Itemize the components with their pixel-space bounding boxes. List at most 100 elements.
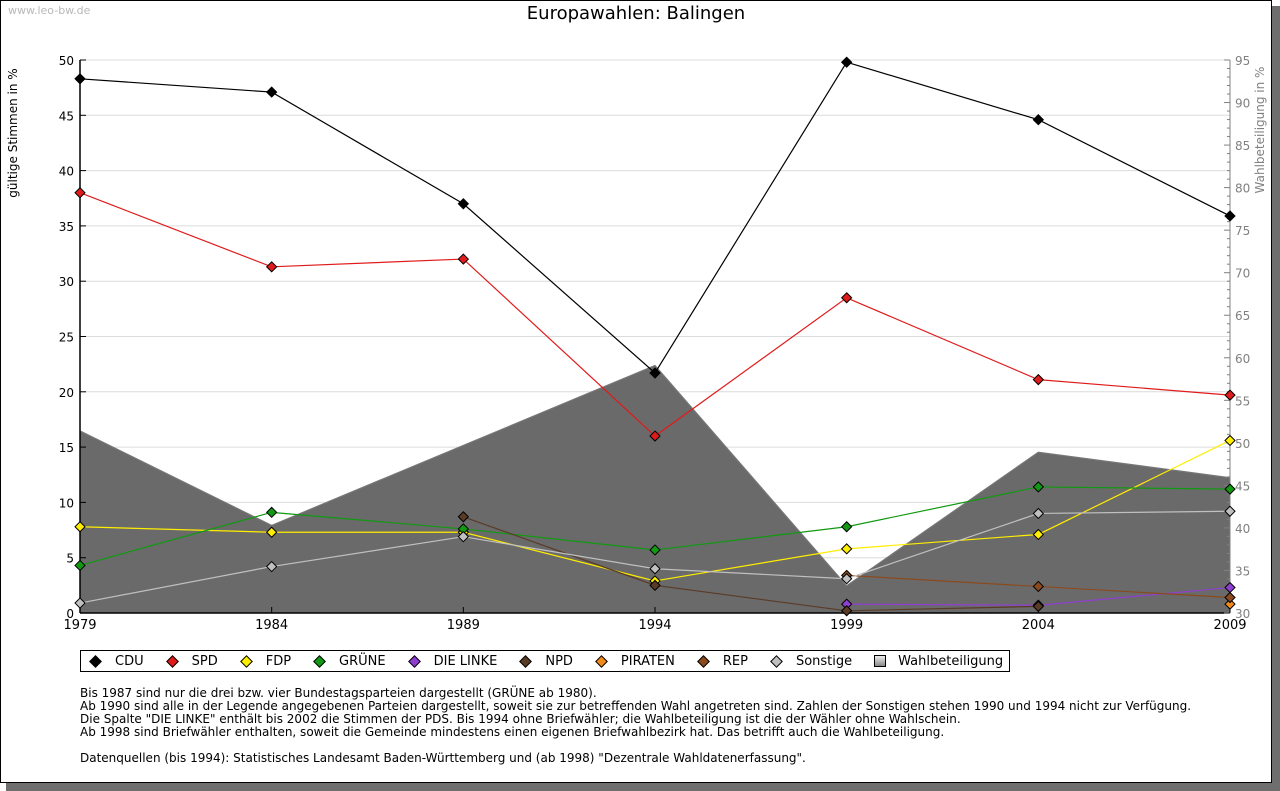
data-point-fdp (1032, 528, 1045, 541)
y-tick-label: 50 (59, 54, 74, 68)
legend-label: SPD (191, 653, 218, 669)
data-point-spd (1032, 373, 1045, 386)
legend-item: DIE LINKE (407, 653, 498, 669)
data-point-cdu (649, 367, 661, 379)
legend-label: CDU (115, 653, 144, 669)
data-point-cdu (74, 73, 86, 85)
data-point-fdp (74, 521, 86, 533)
data-point-grüne (649, 544, 661, 556)
data-point-fdp (840, 543, 853, 555)
data-point-spd (74, 187, 86, 199)
data-point-npd (1032, 600, 1045, 613)
data-point-spd (649, 430, 661, 442)
y-tick-label: 45 (59, 109, 74, 123)
y2-tick-label: 55 (1235, 394, 1250, 408)
legend-diamond-icon (519, 654, 533, 668)
data-point-cdu (1224, 210, 1236, 222)
data-point-sonstige (1224, 505, 1236, 517)
data-point-fdp (1224, 434, 1236, 447)
axes: 0 5 10 15 20 25 30 35 40 45 50 30 35 40 45 50 55 60 65 70 75… (59, 54, 1251, 633)
data-point-sonstige (74, 597, 86, 609)
data-point-cdu (1032, 114, 1045, 126)
y2-tick-label: 95 (1235, 54, 1250, 68)
y-tick-label: 40 (59, 165, 74, 179)
legend-diamond-icon (165, 654, 179, 668)
legend-label: DIE LINKE (433, 653, 498, 669)
legend-item: NPD (519, 654, 573, 669)
x-tick-label: 1979 (63, 618, 96, 633)
data-point-spd (840, 292, 853, 304)
data-point-fdp (265, 526, 278, 538)
legend-diamond-icon (407, 654, 421, 668)
legend-label: Sonstige (795, 653, 853, 669)
data-point-grüne (265, 506, 278, 519)
legend-item: SPD (165, 653, 218, 669)
x-tick-label: 2004 (1022, 618, 1055, 633)
legend-label: REP (722, 653, 748, 669)
turnout-outline (79, 364, 1231, 587)
data-point-npd (457, 511, 470, 523)
data-point-spd (1224, 389, 1236, 401)
legend-label: NPD (545, 653, 573, 669)
y2-tick-label: 65 (1235, 309, 1250, 323)
data-point-sonstige (265, 560, 278, 573)
legend: CDU SPD FDP GRÜNE DIE LINKE NPD PIRATEN REP Sons… (80, 650, 1011, 672)
data-point-npd (649, 579, 661, 592)
frame-shadow-right (1272, 6, 1280, 791)
data-point-grüne (1224, 483, 1236, 495)
legend-square-icon (874, 655, 887, 667)
data-point-cdu (265, 86, 278, 98)
legend-item: FDP (239, 653, 292, 669)
y2-tick-label: 40 (1235, 522, 1250, 536)
legend-label: FDP (265, 653, 292, 669)
y2-axis-label: Wahlbeteiligung in % (1253, 67, 1267, 194)
legend-item: REP (697, 654, 748, 669)
legend-label: PIRATEN (620, 653, 675, 669)
x-tick-label: 1999 (830, 618, 863, 633)
series-line-npd (463, 516, 1039, 612)
y-tick-label: 5 (66, 552, 74, 566)
data-point-spd (265, 261, 278, 273)
legend-diamond-icon (313, 654, 326, 668)
y2-tick-label: 35 (1235, 564, 1250, 578)
legend-item: GRÜNE (313, 654, 386, 669)
data-point-cdu (457, 198, 470, 210)
y-axis-label: gültige Stimmen in % (6, 68, 20, 197)
y-tick-label: 35 (59, 220, 74, 234)
watermark: www.leo-bw.de (8, 4, 91, 17)
footnote: Ab 1998 sind Briefwähler enthalten, sowe… (80, 725, 945, 739)
data-point-npd (840, 605, 853, 617)
data-point-spd (457, 253, 470, 265)
legend-item: CDU (89, 654, 144, 669)
y-tick-label: 0 (66, 607, 74, 621)
x-tick-label: 1989 (447, 618, 480, 633)
legend-label: GRÜNE (339, 653, 386, 669)
y-tick-label: 15 (59, 441, 74, 455)
data-point-cdu (840, 56, 853, 68)
data-point-piraten (1224, 598, 1236, 610)
y2-tick-label: 30 (1235, 607, 1250, 621)
y2-tick-label: 70 (1235, 267, 1250, 281)
y2-tick-label: 90 (1235, 97, 1250, 111)
data-point-sonstige (840, 573, 853, 585)
data-point-sonstige (457, 530, 470, 543)
x-tick-label: 1984 (255, 618, 288, 633)
legend-diamond-icon (595, 654, 608, 668)
series-line-cdu (79, 61, 1231, 374)
y2-tick-label: 60 (1235, 352, 1250, 366)
data-point-sonstige (649, 563, 661, 575)
data-point-grüne (840, 521, 853, 533)
legend-diamond-icon (239, 654, 253, 668)
legend-label: Wahlbeteiligung (898, 653, 1004, 669)
legend-diamond-icon (770, 654, 783, 668)
y2-tick-label: 45 (1235, 479, 1250, 493)
chart-title: Europawahlen: Balingen (526, 3, 746, 24)
y2-tick-label: 50 (1235, 437, 1250, 451)
y2-tick-label: 80 (1235, 182, 1250, 196)
data-point-rep (1032, 580, 1045, 593)
x-tick-label: 2009 (1213, 618, 1246, 633)
frame-shadow-bottom (6, 783, 1280, 791)
chart-plot: 0 5 10 15 20 25 30 35 40 45 50 30 35 40 45 50 55 60 65 70 75… (6, 54, 1267, 633)
x-tick-label: 1994 (638, 618, 671, 633)
footnote: Ab 1990 sind alle in der Legende angegeb… (80, 699, 1192, 713)
